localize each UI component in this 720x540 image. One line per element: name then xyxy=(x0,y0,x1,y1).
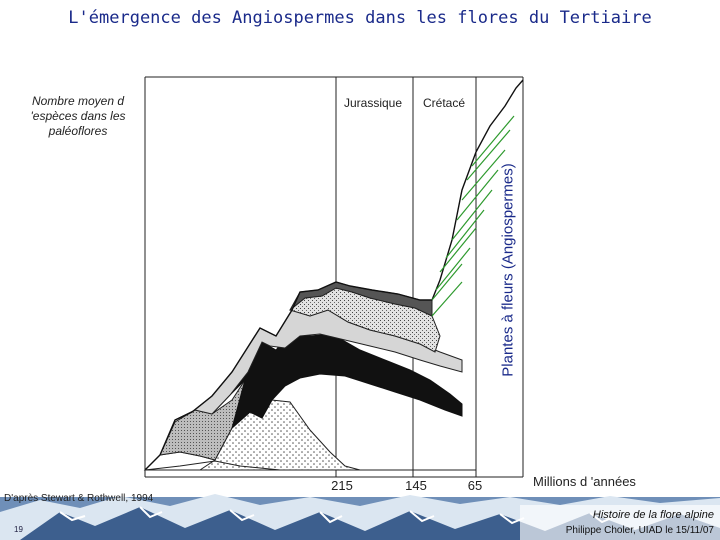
angiosperm-envelope-line xyxy=(144,79,524,471)
page-title: L'émergence des Angiospermes dans les fl… xyxy=(68,8,652,28)
angiosperm-series-label: Plantes à fleurs (Angiospermes) xyxy=(499,163,517,377)
y-axis-label: Nombre moyen d 'espèces dans les paléofl… xyxy=(30,94,126,138)
angiosperm-hatch xyxy=(431,115,515,317)
footer-author: Philippe Choler, UIAD le 15/11/07 xyxy=(565,525,714,536)
x-tick-label: 65 xyxy=(467,478,483,493)
x-axis-label: Millions d 'années xyxy=(533,474,636,489)
slide-number: 19 xyxy=(14,525,23,534)
source-citation: D'après Stewart & Rothwell, 1994 xyxy=(4,493,154,504)
period-label-jurassic: Jurassique xyxy=(344,96,403,110)
period-label-cretaceous: Crétacé xyxy=(423,96,466,110)
x-tick-label: 145 xyxy=(405,478,427,493)
baseline-line xyxy=(144,460,476,471)
x-tick-label: 215 xyxy=(331,478,353,493)
mountain-banner xyxy=(0,494,720,540)
footer-course-title: Histoire de la flore alpine xyxy=(592,509,714,521)
